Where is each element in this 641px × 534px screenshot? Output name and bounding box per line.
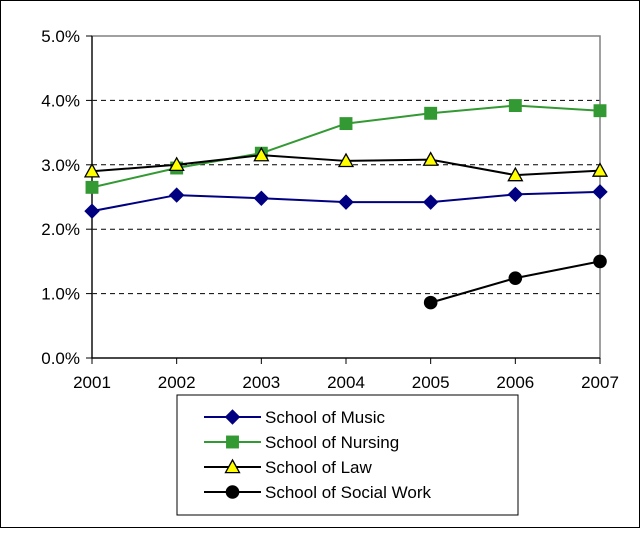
series-group (83, 99, 609, 310)
series-school-of-social-work (423, 254, 607, 310)
x-tick-label: 2002 (158, 373, 196, 392)
series-school-of-law (83, 146, 609, 182)
data-point-school-of-social-work (593, 254, 607, 269)
data-point-school-of-music (422, 194, 439, 210)
legend-entry-school-of-nursing: School of Nursing (204, 433, 399, 452)
legend: School of Music School of Nursing School o… (176, 394, 519, 516)
data-point-school-of-nursing (85, 180, 99, 194)
y-tick-label: 5.0% (41, 27, 80, 46)
y-tick-label: 4.0% (41, 91, 80, 110)
data-point-school-of-music (507, 186, 524, 203)
legend-marker (224, 458, 241, 474)
x-tick-label: 2007 (581, 373, 619, 392)
y-tick-label: 3.0% (41, 156, 80, 175)
data-point-school-of-music (84, 203, 100, 219)
data-point-school-of-law (507, 166, 524, 182)
legend-entry-school-of-music: School of Music (204, 408, 385, 427)
y-tick-label: 1.0% (41, 285, 80, 304)
x-tick-label: 2006 (496, 373, 534, 392)
x-tick-label: 2001 (73, 373, 111, 392)
data-point-school-of-law (168, 156, 185, 172)
data-point-school-of-law (422, 151, 439, 166)
data-point-school-of-nursing (508, 99, 522, 113)
data-point-school-of-music (592, 184, 608, 200)
legend-entry-school-of-law: School of Law (204, 458, 373, 477)
data-point-school-of-law (337, 152, 355, 168)
data-point-school-of-nursing (593, 104, 607, 118)
data-point-school-of-law (83, 162, 101, 178)
y-tick-label: 2.0% (41, 220, 80, 239)
axes: 0.0% 1.0% 2.0% 3.0% 4.0% 5.0% 2001 2002 2003 2004… (41, 27, 619, 392)
legend-marker (224, 409, 241, 425)
legend-label: School of Social Work (265, 483, 431, 502)
x-tick-label: 2003 (242, 373, 280, 392)
data-point-school-of-music (253, 190, 270, 206)
data-point-school-of-social-work (508, 271, 523, 285)
data-point-school-of-music (168, 187, 185, 203)
series-school-of-music (84, 184, 608, 219)
data-point-school-of-law (253, 146, 270, 162)
x-tick-label: 2004 (327, 373, 365, 392)
data-point-school-of-nursing (424, 106, 438, 120)
data-point-school-of-nursing (339, 117, 353, 131)
data-point-school-of-social-work (423, 295, 438, 310)
legend-marker (226, 435, 239, 449)
y-tick-label: 0.0% (41, 349, 80, 368)
legend-marker (225, 485, 240, 499)
legend-label: School of Music (265, 408, 385, 427)
legend-entry-school-of-social-work: School of Social Work (204, 483, 431, 502)
x-tick-label: 2005 (412, 373, 450, 392)
legend-label: School of Law (265, 458, 373, 477)
data-point-school-of-music (338, 194, 354, 210)
legend-label: School of Nursing (265, 433, 399, 452)
data-point-school-of-law (591, 162, 609, 177)
